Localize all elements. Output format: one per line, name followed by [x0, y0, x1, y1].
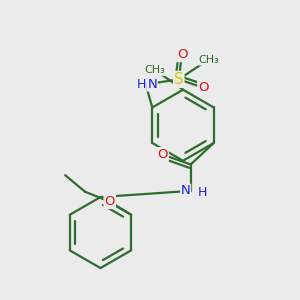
Text: N: N	[181, 184, 190, 197]
Text: O: O	[198, 81, 209, 94]
Text: O: O	[157, 148, 168, 161]
Text: S: S	[174, 72, 183, 87]
Text: O: O	[104, 195, 115, 208]
Text: CH₃: CH₃	[198, 55, 219, 64]
Text: H: H	[136, 78, 146, 91]
Text: N: N	[147, 78, 157, 91]
Text: O: O	[177, 48, 187, 61]
Text: CH₃: CH₃	[145, 65, 165, 75]
Text: H: H	[197, 186, 207, 199]
